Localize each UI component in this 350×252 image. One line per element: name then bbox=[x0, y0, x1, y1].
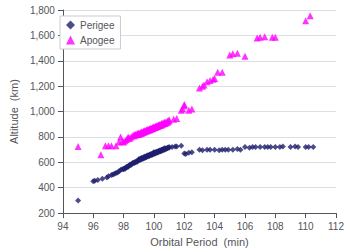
svg-text:400: 400 bbox=[38, 182, 55, 193]
svg-text:600: 600 bbox=[38, 157, 55, 168]
svg-text:100: 100 bbox=[146, 221, 163, 232]
svg-text:800: 800 bbox=[38, 131, 55, 142]
svg-text:1,800: 1,800 bbox=[30, 5, 55, 16]
svg-text:1,200: 1,200 bbox=[30, 81, 55, 92]
svg-text:104: 104 bbox=[206, 221, 223, 232]
svg-text:Altitude (km): Altitude (km) bbox=[8, 79, 20, 144]
svg-text:106: 106 bbox=[237, 221, 254, 232]
svg-text:94: 94 bbox=[57, 221, 69, 232]
svg-text:1,400: 1,400 bbox=[30, 55, 55, 66]
svg-text:112: 112 bbox=[328, 221, 344, 232]
svg-text:Orbital Period (min): Orbital Period (min) bbox=[150, 236, 248, 248]
svg-text:96: 96 bbox=[88, 221, 100, 232]
svg-text:110: 110 bbox=[298, 221, 314, 232]
svg-text:98: 98 bbox=[118, 221, 130, 232]
svg-text:108: 108 bbox=[267, 221, 284, 232]
svg-text:Apogee: Apogee bbox=[80, 35, 115, 46]
svg-text:1,000: 1,000 bbox=[30, 106, 55, 117]
svg-text:200: 200 bbox=[38, 208, 55, 219]
svg-text:Perigee: Perigee bbox=[80, 20, 115, 31]
svg-text:1,600: 1,600 bbox=[30, 30, 55, 41]
svg-text:102: 102 bbox=[176, 221, 193, 232]
